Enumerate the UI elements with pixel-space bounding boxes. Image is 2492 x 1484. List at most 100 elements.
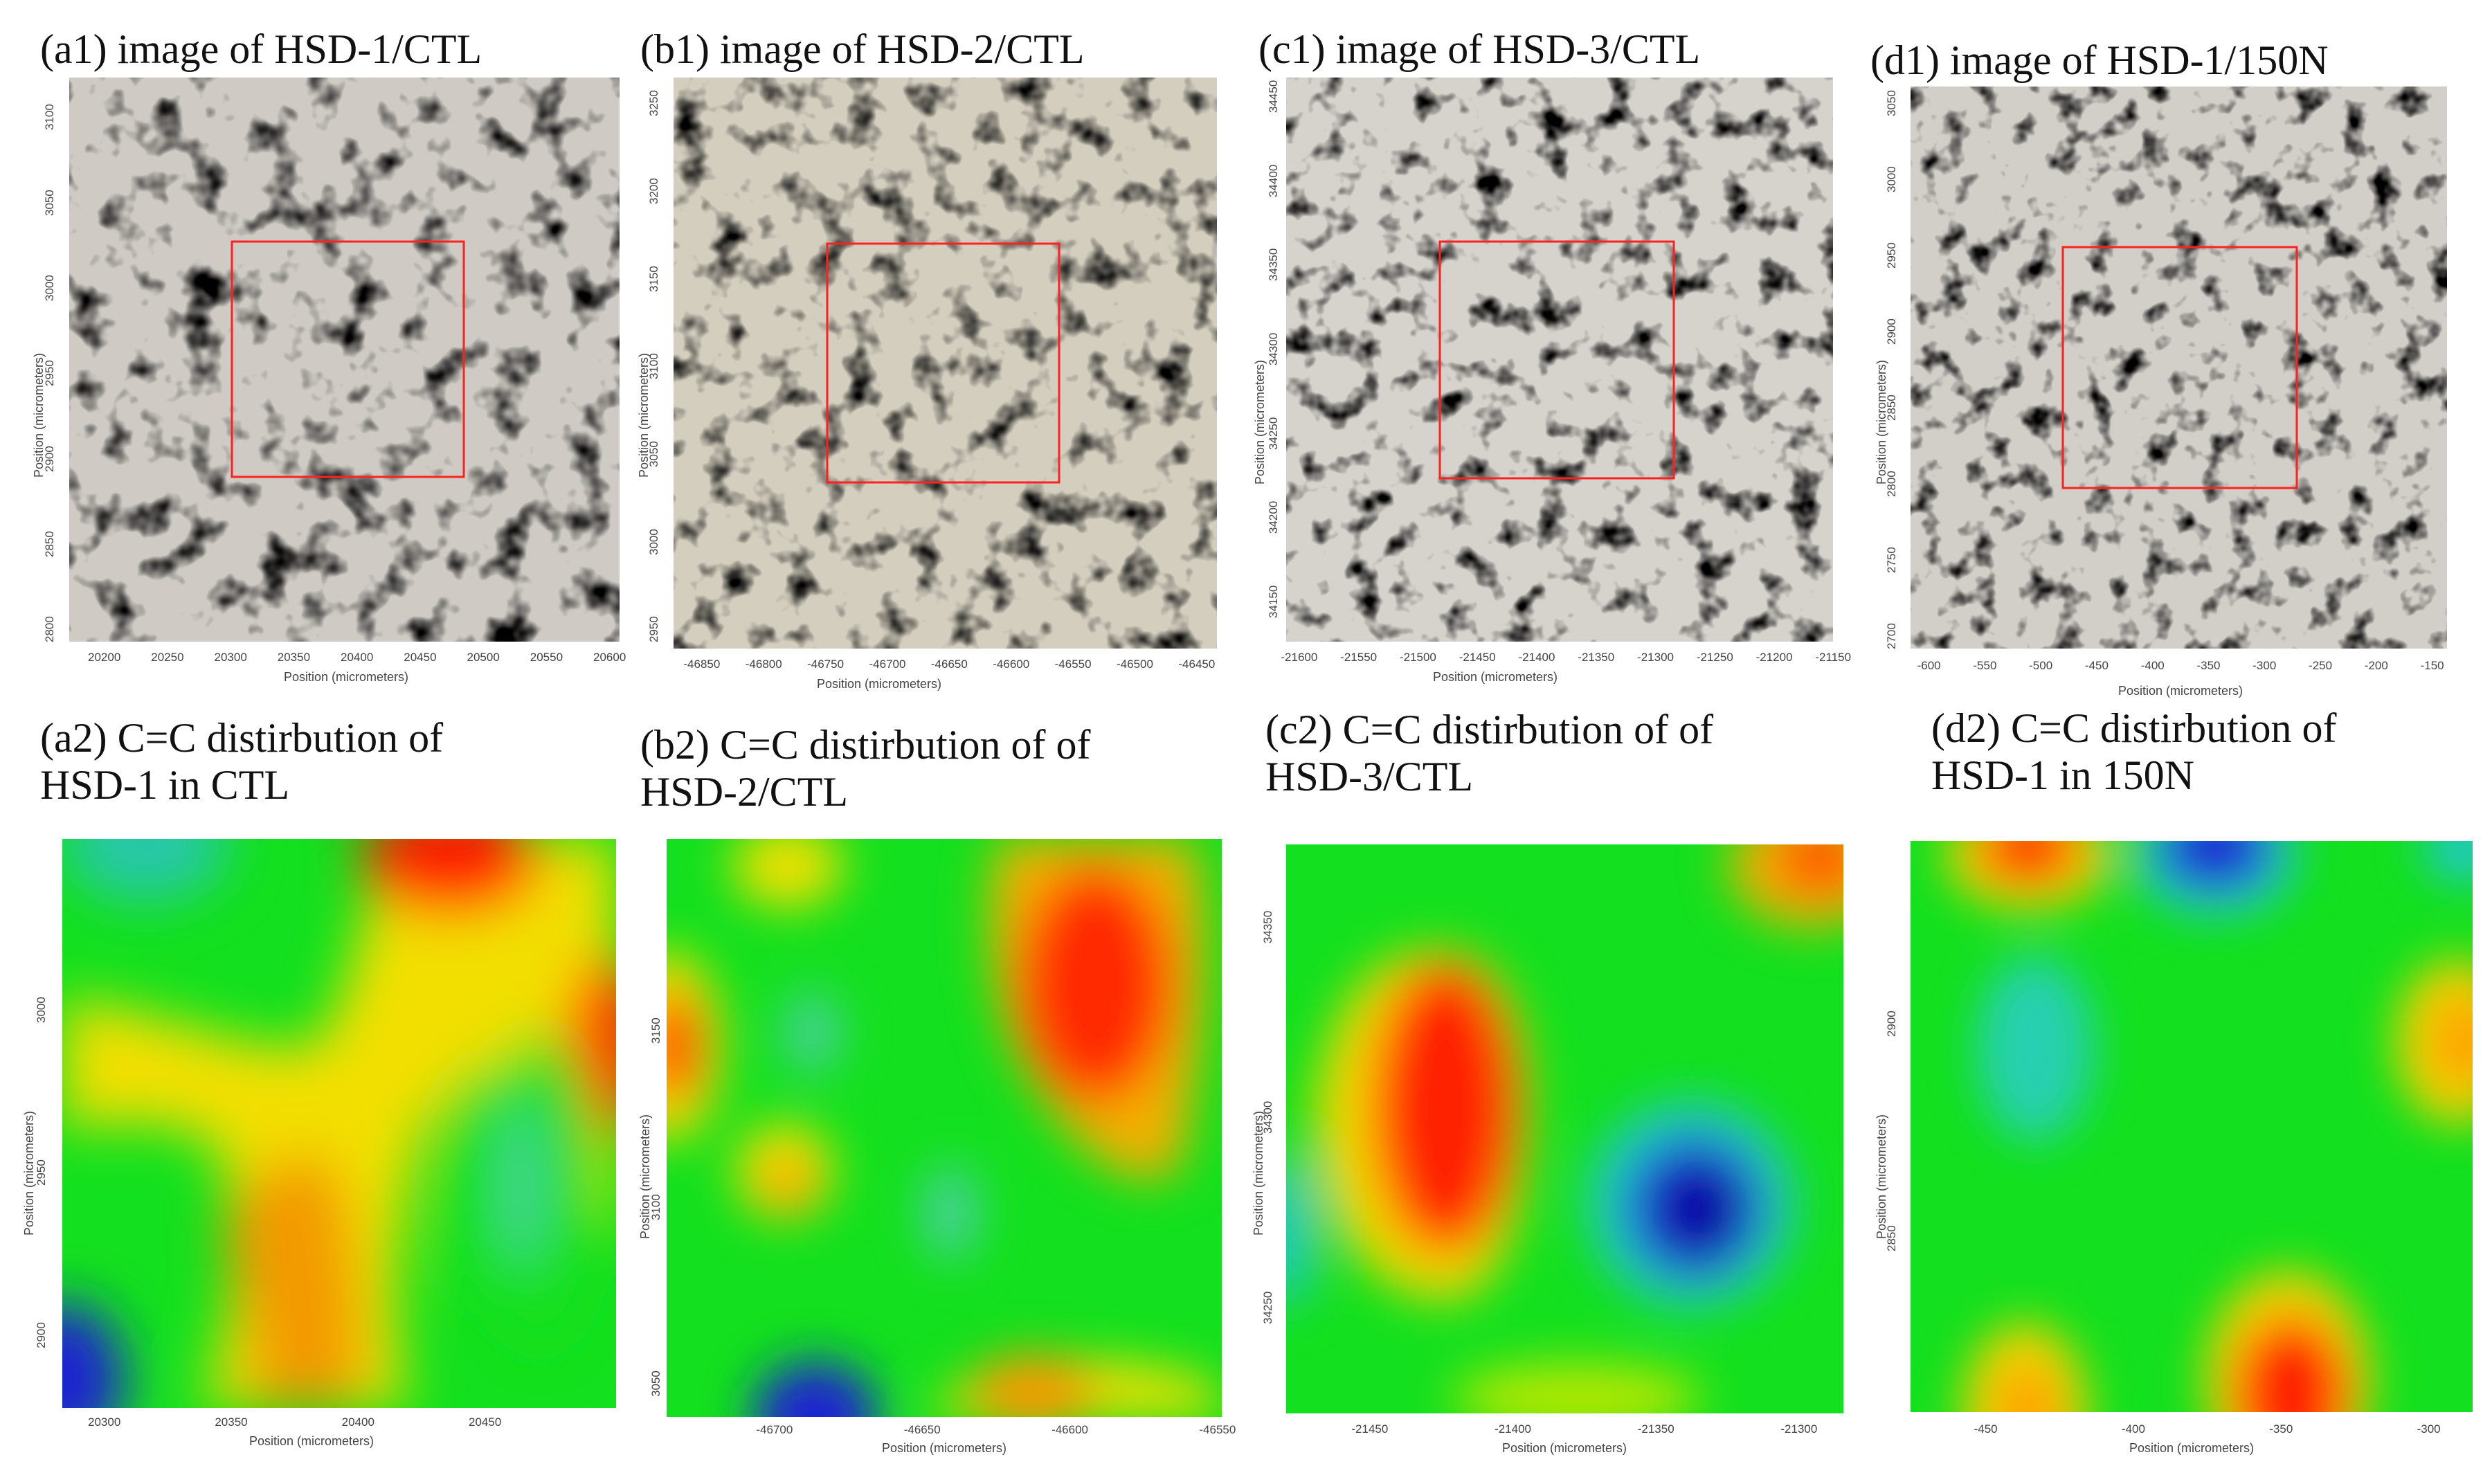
d1-xtick: -600 xyxy=(1917,659,1941,672)
d1-xtick: -350 xyxy=(2196,659,2221,672)
a1-ytick: 2800 xyxy=(43,616,56,643)
b1-ytick: 3250 xyxy=(647,90,660,117)
panel-c2-title: (c2) C=C distirbution of of HSD-3/CTL xyxy=(1265,707,1714,799)
b1-xtick: -46800 xyxy=(745,658,782,671)
c2-xtick: -21350 xyxy=(1637,1422,1674,1436)
a2-ytick: 2900 xyxy=(35,1322,48,1349)
heatmap-c2 xyxy=(1286,844,1843,1413)
c1-ytick: 34150 xyxy=(1267,585,1280,618)
c1-ytick: 34350 xyxy=(1267,248,1280,282)
d1-ytick: 3050 xyxy=(1885,90,1898,117)
heatmap-a2 xyxy=(62,839,616,1408)
d1-xtick: -200 xyxy=(2364,659,2388,672)
b2-ytick: 3100 xyxy=(649,1194,662,1221)
a1-xlabel: Position (micrometers) xyxy=(283,670,409,684)
a1-xtick: 20200 xyxy=(88,651,121,664)
c2-ytick: 34300 xyxy=(1261,1101,1274,1134)
heatmap-d2 xyxy=(1911,841,2473,1412)
c1-xlabel: Position (micrometers) xyxy=(1432,670,1558,684)
a1-xtick: 20450 xyxy=(404,651,437,664)
a1-ytick: 2950 xyxy=(43,360,56,387)
micrograph-d1 xyxy=(1911,87,2447,649)
b1-xtick: -46750 xyxy=(807,658,845,671)
c1-xtick: -21400 xyxy=(1518,651,1555,664)
panel-b2-title: (b2) C=C distirbution of of HSD-2/CTL xyxy=(640,722,1091,815)
c2-xtick: -21450 xyxy=(1351,1422,1389,1436)
a2-ytick: 2950 xyxy=(35,1159,48,1186)
b1-xlabel: Position (micrometers) xyxy=(816,677,942,691)
b2-xtick: -46550 xyxy=(1199,1423,1236,1436)
b1-ytick: 3150 xyxy=(647,265,660,292)
a1-xtick: 20350 xyxy=(277,651,311,664)
micrograph-a1 xyxy=(69,78,620,642)
d1-ytick: 2800 xyxy=(1885,471,1898,498)
d1-xtick: -250 xyxy=(2309,659,2333,672)
a1-xtick: 20550 xyxy=(530,651,563,664)
c1-xtick: -21200 xyxy=(1755,651,1793,664)
heatmap-b2 xyxy=(667,839,1222,1417)
d2-xtick: -300 xyxy=(2417,1422,2441,1436)
panel-d1-title: (d1) image of HSD-1/150N xyxy=(1870,37,2329,83)
a1-ytick: 2850 xyxy=(43,531,56,558)
d2-xtick: -400 xyxy=(2121,1422,2145,1436)
a1-ytick: 3050 xyxy=(43,189,56,216)
panel-a2-title: (a2) C=C distirbution of HSD-1 in CTL xyxy=(40,715,444,808)
d1-ytick: 2700 xyxy=(1885,623,1898,650)
micrograph-b1 xyxy=(674,78,1217,649)
d1-xtick: -400 xyxy=(2140,659,2165,672)
c2-xtick: -21400 xyxy=(1495,1422,1531,1436)
b1-ytick: 3200 xyxy=(647,178,660,205)
a2-xtick: 20450 xyxy=(469,1415,502,1429)
c1-ytick: 34400 xyxy=(1267,164,1280,197)
micrograph-c1 xyxy=(1286,78,1833,642)
b2-xtick: -46700 xyxy=(756,1423,793,1436)
d2-xtick: -450 xyxy=(1974,1422,1998,1436)
d1-xtick: -550 xyxy=(1973,659,1997,672)
b2-xtick: -46600 xyxy=(1051,1423,1088,1436)
b2-ytick: 3150 xyxy=(649,1017,662,1044)
a1-xtick: 20600 xyxy=(593,651,626,664)
c1-xtick: -21250 xyxy=(1696,651,1733,664)
a1-ytick: 3100 xyxy=(43,104,56,131)
a1-xtick: 20250 xyxy=(151,651,184,664)
c1-xtick: -21350 xyxy=(1578,651,1615,664)
d2-ylabel: Position (micrometers) xyxy=(1875,1114,1888,1239)
d2-xlabel: Position (micrometers) xyxy=(2129,1441,2255,1455)
a1-xtick: 20500 xyxy=(467,651,500,664)
c1-ytick: 34250 xyxy=(1267,417,1280,450)
d1-xtick: -300 xyxy=(2252,659,2277,672)
c1-xtick: -21450 xyxy=(1459,651,1496,664)
b2-xlabel: Position (micrometers) xyxy=(881,1441,1007,1455)
a2-xtick: 20300 xyxy=(88,1415,121,1429)
c1-xtick: -21500 xyxy=(1399,651,1436,664)
b2-xtick: -46650 xyxy=(903,1423,941,1436)
a2-xlabel: Position (micrometers) xyxy=(249,1434,374,1448)
panel-d2-title: (d2) C=C distirbution of HSD-1 in 150N xyxy=(1931,705,2337,798)
a2-xtick: 20350 xyxy=(215,1415,248,1429)
d2-ytick: 2850 xyxy=(1885,1225,1898,1252)
panel-b1-title: (b1) image of HSD-2/CTL xyxy=(640,26,1085,72)
b1-xtick: -46500 xyxy=(1117,658,1153,671)
b1-ytick: 3050 xyxy=(647,441,660,468)
d1-ytick: 3000 xyxy=(1885,166,1898,193)
c2-xtick: -21300 xyxy=(1780,1422,1818,1436)
b1-xtick: -46850 xyxy=(683,658,721,671)
b1-xtick: -46450 xyxy=(1178,658,1216,671)
panel-a1-title: (a1) image of HSD-1/CTL xyxy=(40,26,482,72)
d1-ytick: 2950 xyxy=(1885,242,1898,269)
c1-ytick: 34200 xyxy=(1267,501,1280,534)
c2-xlabel: Position (micrometers) xyxy=(1501,1441,1627,1455)
c2-ytick: 34250 xyxy=(1261,1291,1274,1324)
b1-xtick: -46700 xyxy=(869,658,906,671)
a1-xtick: 20400 xyxy=(341,651,374,664)
d1-ytick: 2900 xyxy=(1885,318,1898,345)
b1-xtick: -46600 xyxy=(993,658,1030,671)
d1-xtick: -500 xyxy=(2029,659,2053,672)
d1-ytick: 2750 xyxy=(1885,547,1898,574)
c1-ylabel: Position (micrometers) xyxy=(1253,359,1267,485)
c1-ytick: 34450 xyxy=(1267,80,1280,113)
c1-xtick: -21600 xyxy=(1281,651,1318,664)
a2-ytick: 3000 xyxy=(35,997,48,1024)
panel-c1-title: (c1) image of HSD-3/CTL xyxy=(1258,26,1701,72)
a1-ytick: 3000 xyxy=(43,275,56,302)
